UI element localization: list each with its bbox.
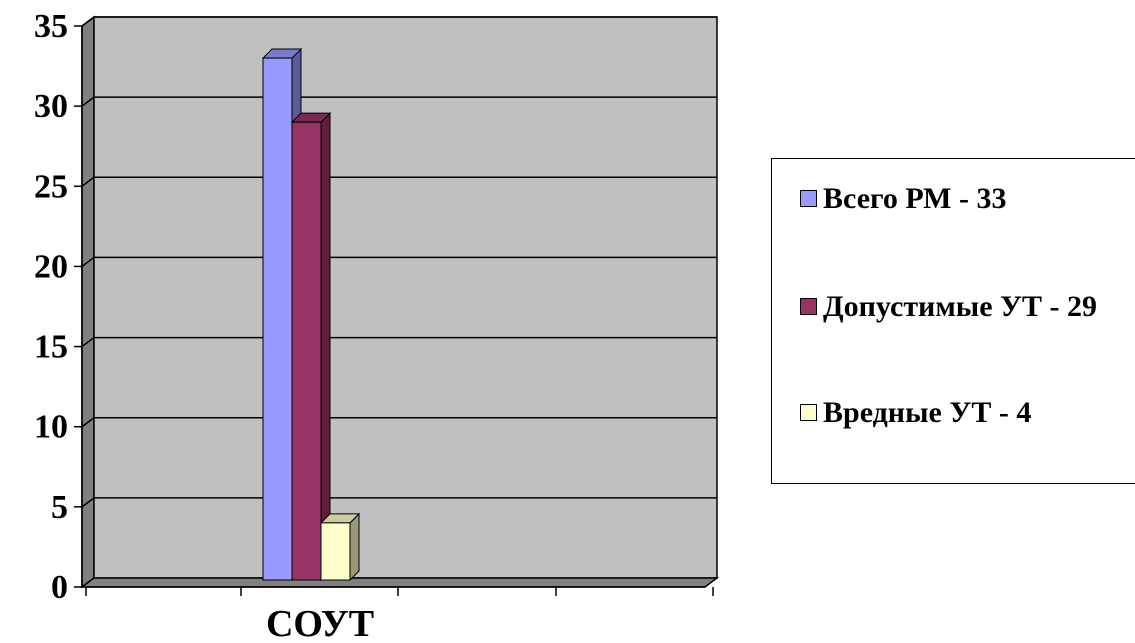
bar-side-dopustimye-ut [320,111,331,582]
gridline-side [81,96,95,107]
bar-dopustimye-ut [291,121,322,581]
y-tick-label: 35 [34,8,68,45]
legend-swatch-vrednye-ut [800,404,817,421]
y-tick-label: 0 [51,569,68,606]
y-tick-label: 15 [34,329,68,366]
y-tick-label: 25 [34,168,68,205]
bar-vrednye-ut [320,522,351,581]
legend-item-vsego-rm: Всего РМ - 33 [800,181,1123,217]
gridline-side [81,417,95,428]
legend-swatch-dopustimye-ut [800,298,817,315]
y-tick-label: 20 [34,248,68,285]
legend-item-vrednye-ut: Вредные УТ - 4 [800,395,1123,431]
legend-item-dopustimye-ut: Допустимые УТ - 29 [800,289,1123,325]
legend: Всего РМ - 33 Допустимые УТ - 29 Вредные… [771,158,1135,484]
gridline-side [81,256,95,268]
y-tick-label: 30 [34,88,68,125]
legend-label-vsego-rm: Всего РМ - 33 [823,182,1007,215]
chart-floor [79,577,720,588]
gridline-side [81,16,95,27]
x-category-label: СОУТ [266,603,374,643]
plot-area [93,16,718,579]
legend-swatch-vsego-rm [800,190,817,207]
y-tick-label: 10 [34,409,68,446]
legend-label-dopustimye-ut: Допустимые УТ - 29 [823,290,1098,323]
bar-side-vrednye-ut [349,512,360,582]
gridline-side [81,176,95,187]
gridline-side [81,497,95,508]
legend-label-vrednye-ut: Вредные УТ - 4 [823,396,1032,429]
y-tick-label: 5 [51,489,68,526]
gridline-side [81,336,95,348]
bar-vsego-rm [262,57,293,581]
